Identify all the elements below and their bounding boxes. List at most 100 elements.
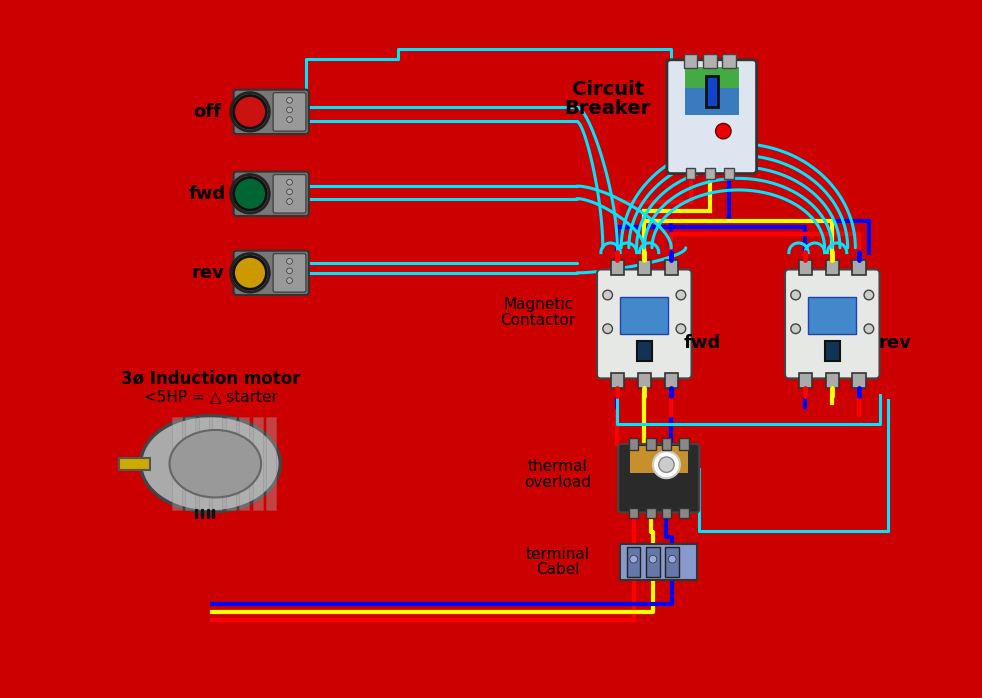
Text: rev: rev	[191, 264, 224, 282]
Bar	[646, 547, 660, 577]
Circle shape	[287, 278, 293, 283]
Circle shape	[287, 107, 293, 113]
Bar	[684, 66, 738, 114]
Bar	[666, 547, 679, 577]
Bar	[826, 373, 839, 388]
Bar	[629, 446, 687, 473]
Text: off: off	[193, 103, 222, 121]
FancyBboxPatch shape	[234, 172, 308, 216]
Bar	[662, 438, 672, 450]
FancyBboxPatch shape	[234, 89, 308, 134]
Bar	[621, 297, 669, 334]
Bar	[266, 417, 276, 510]
Bar	[723, 54, 736, 68]
Bar	[808, 297, 856, 334]
Bar	[186, 417, 195, 510]
Circle shape	[234, 96, 266, 128]
Bar	[240, 417, 249, 510]
Bar	[646, 438, 656, 450]
FancyBboxPatch shape	[785, 269, 880, 378]
Bar	[628, 507, 638, 518]
Circle shape	[287, 189, 293, 195]
Text: fwd: fwd	[189, 185, 226, 203]
Bar	[705, 168, 715, 179]
Bar	[684, 66, 738, 88]
Bar	[637, 373, 651, 388]
Text: rev: rev	[879, 334, 911, 352]
Text: thermal: thermal	[527, 459, 587, 474]
Circle shape	[287, 98, 293, 103]
Bar	[703, 54, 717, 68]
Bar	[253, 417, 262, 510]
Bar	[646, 507, 656, 518]
Bar	[627, 547, 640, 577]
Bar	[852, 260, 866, 275]
Bar	[172, 417, 182, 510]
Bar	[665, 373, 678, 388]
Bar	[798, 260, 812, 275]
FancyBboxPatch shape	[234, 251, 308, 295]
Circle shape	[234, 177, 266, 210]
Bar	[628, 438, 638, 450]
Text: terminal: terminal	[525, 547, 589, 562]
Text: Circuit: Circuit	[572, 80, 644, 99]
Bar	[725, 168, 734, 179]
Circle shape	[287, 258, 293, 264]
Bar	[662, 507, 672, 518]
Bar	[798, 373, 812, 388]
Circle shape	[287, 179, 293, 185]
Bar	[119, 458, 149, 470]
Bar	[621, 544, 697, 580]
Ellipse shape	[170, 430, 261, 498]
Circle shape	[716, 124, 731, 139]
Bar	[706, 76, 718, 107]
Circle shape	[864, 290, 874, 300]
Bar	[679, 438, 688, 450]
FancyBboxPatch shape	[667, 60, 756, 174]
Circle shape	[864, 324, 874, 334]
Bar	[826, 260, 839, 275]
Circle shape	[287, 117, 293, 122]
Circle shape	[659, 457, 675, 473]
FancyBboxPatch shape	[273, 253, 306, 292]
Circle shape	[287, 268, 293, 274]
Circle shape	[791, 290, 800, 300]
Circle shape	[791, 324, 800, 334]
Circle shape	[629, 556, 637, 563]
FancyBboxPatch shape	[619, 444, 699, 512]
Bar	[636, 341, 652, 361]
Bar	[226, 417, 236, 510]
Circle shape	[676, 324, 685, 334]
Text: Magnetic: Magnetic	[503, 297, 573, 312]
Bar	[611, 260, 624, 275]
Text: 3ø Induction motor: 3ø Induction motor	[121, 370, 300, 388]
Circle shape	[653, 451, 680, 478]
Bar	[683, 54, 697, 68]
Bar	[637, 260, 651, 275]
Circle shape	[676, 290, 685, 300]
Circle shape	[603, 324, 613, 334]
Circle shape	[649, 556, 657, 563]
Bar	[611, 373, 624, 388]
Text: Cabel: Cabel	[536, 563, 579, 577]
Bar	[825, 341, 840, 361]
Circle shape	[234, 256, 266, 289]
Text: <5HP = △ starter: <5HP = △ starter	[143, 389, 277, 403]
Bar	[852, 373, 866, 388]
Bar	[685, 168, 695, 179]
FancyBboxPatch shape	[597, 269, 691, 378]
FancyBboxPatch shape	[273, 93, 306, 131]
Circle shape	[669, 556, 676, 563]
Bar	[665, 260, 678, 275]
Circle shape	[603, 290, 613, 300]
Text: overload: overload	[524, 475, 591, 489]
Circle shape	[287, 199, 293, 205]
FancyBboxPatch shape	[273, 174, 306, 213]
Text: Breaker: Breaker	[565, 99, 651, 119]
Text: Contactor: Contactor	[501, 313, 575, 327]
Bar	[679, 507, 688, 518]
Text: fwd: fwd	[683, 334, 721, 352]
Bar	[212, 417, 222, 510]
Ellipse shape	[140, 415, 281, 512]
Bar	[199, 417, 208, 510]
